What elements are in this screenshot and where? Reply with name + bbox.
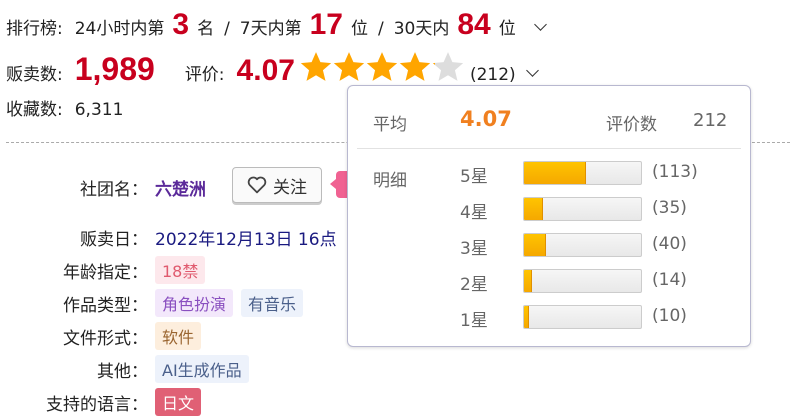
rating-value: 4.07	[236, 54, 295, 87]
rating-bar-fill	[524, 306, 530, 328]
language-label: 支持的语言：	[46, 395, 148, 415]
format-tag[interactable]: 软件	[155, 322, 202, 350]
favorites-value: 6,311	[74, 100, 124, 120]
rating-count[interactable]: (212)	[469, 65, 516, 85]
ranking-30d-value: 84	[457, 8, 491, 41]
circle-label: 社团名：	[80, 180, 148, 200]
average-value: 4.07	[460, 107, 512, 131]
star-level-label: 2星	[460, 275, 488, 295]
rating-bar	[523, 161, 642, 185]
genre-tag[interactable]: 角色扮演	[155, 289, 234, 317]
star-icon	[399, 52, 431, 81]
other-tag[interactable]: AI生成作品	[155, 355, 249, 383]
popup-divider	[357, 148, 741, 149]
ranking-row: 排行榜: 24小时内第 3 名 / 7天内第 17 位 / 30天内 84 位	[6, 8, 547, 42]
star-level-count: (35)	[652, 198, 687, 218]
star-level-label: 4星	[460, 203, 488, 223]
star-level-count: (113)	[652, 162, 698, 182]
age-label: 年龄指定：	[63, 263, 148, 283]
rating-bar	[523, 233, 642, 257]
rating-stars[interactable]	[299, 50, 464, 84]
rating-bar	[523, 305, 642, 329]
ranking-30d-prefix: 30天内	[393, 19, 450, 39]
follow-label: 关注	[273, 177, 307, 198]
genre-tag[interactable]: 有音乐	[241, 289, 304, 317]
format-label: 文件形式：	[63, 329, 148, 349]
ranking-24h-suffix: 名	[197, 19, 215, 39]
other-label: 其他：	[97, 362, 148, 382]
genre-label: 作品类型：	[63, 296, 148, 316]
date-label: 贩卖日：	[80, 230, 148, 250]
follow-button[interactable]: 关注	[232, 167, 322, 203]
average-label: 平均	[373, 115, 407, 135]
favorites-label: 收藏数:	[6, 100, 63, 120]
ranking-24h-value: 3	[172, 8, 190, 41]
heart-icon	[247, 176, 267, 194]
sales-label: 贩卖数:	[6, 65, 63, 85]
chevron-down-icon[interactable]	[533, 18, 547, 31]
notification-tab	[330, 171, 350, 198]
rating-label: 评价:	[184, 65, 225, 85]
age-tag[interactable]: 18禁	[155, 256, 206, 284]
circle-link[interactable]: 六楚洲	[155, 180, 206, 200]
detail-label: 明细	[373, 171, 407, 191]
rating-bar	[523, 269, 642, 293]
separator: /	[224, 19, 230, 39]
sales-rating-row: 贩卖数: 1,989 评价: 4.07 (212)	[6, 46, 539, 88]
ranking-7d-suffix: 位	[351, 19, 368, 39]
language-tag[interactable]: 日文	[155, 388, 202, 416]
rating-bar	[523, 197, 642, 221]
star-icon	[432, 52, 464, 81]
review-count-label: 评价数	[606, 115, 657, 135]
ranking-30d-suffix: 位	[498, 19, 516, 39]
rating-bar-fill	[524, 198, 544, 220]
ranking-24h-prefix: 24小时内第	[74, 19, 165, 39]
star-level-count: (10)	[652, 306, 687, 326]
ranking-7d-prefix: 7天内第	[239, 19, 302, 39]
star-level-count: (14)	[652, 270, 687, 290]
star-level-label: 1星	[460, 311, 488, 331]
star-icon	[333, 52, 365, 81]
chevron-down-icon[interactable]	[525, 64, 539, 77]
rating-bar-fill	[524, 162, 587, 184]
star-level-label: 5星	[460, 167, 488, 187]
star-level-label: 3星	[460, 239, 488, 259]
star-icon	[300, 52, 332, 81]
star-level-count: (40)	[652, 234, 687, 254]
review-count-value: 212	[693, 110, 728, 131]
sales-value: 1,989	[74, 51, 155, 87]
star-icon	[366, 52, 398, 81]
release-date: 2022年12月13日 16点	[155, 230, 337, 250]
favorites-row: 收藏数: 6,311	[6, 95, 123, 120]
ranking-label: 排行榜:	[6, 19, 63, 39]
rating-bar-fill	[524, 270, 532, 292]
rating-popup: 平均 4.07 评价数 212 明细 5星 (113) 4星 (35) 3星 (40…	[347, 85, 751, 347]
ranking-7d-value: 17	[309, 8, 343, 41]
separator: /	[378, 19, 384, 39]
rating-bar-fill	[524, 234, 547, 256]
